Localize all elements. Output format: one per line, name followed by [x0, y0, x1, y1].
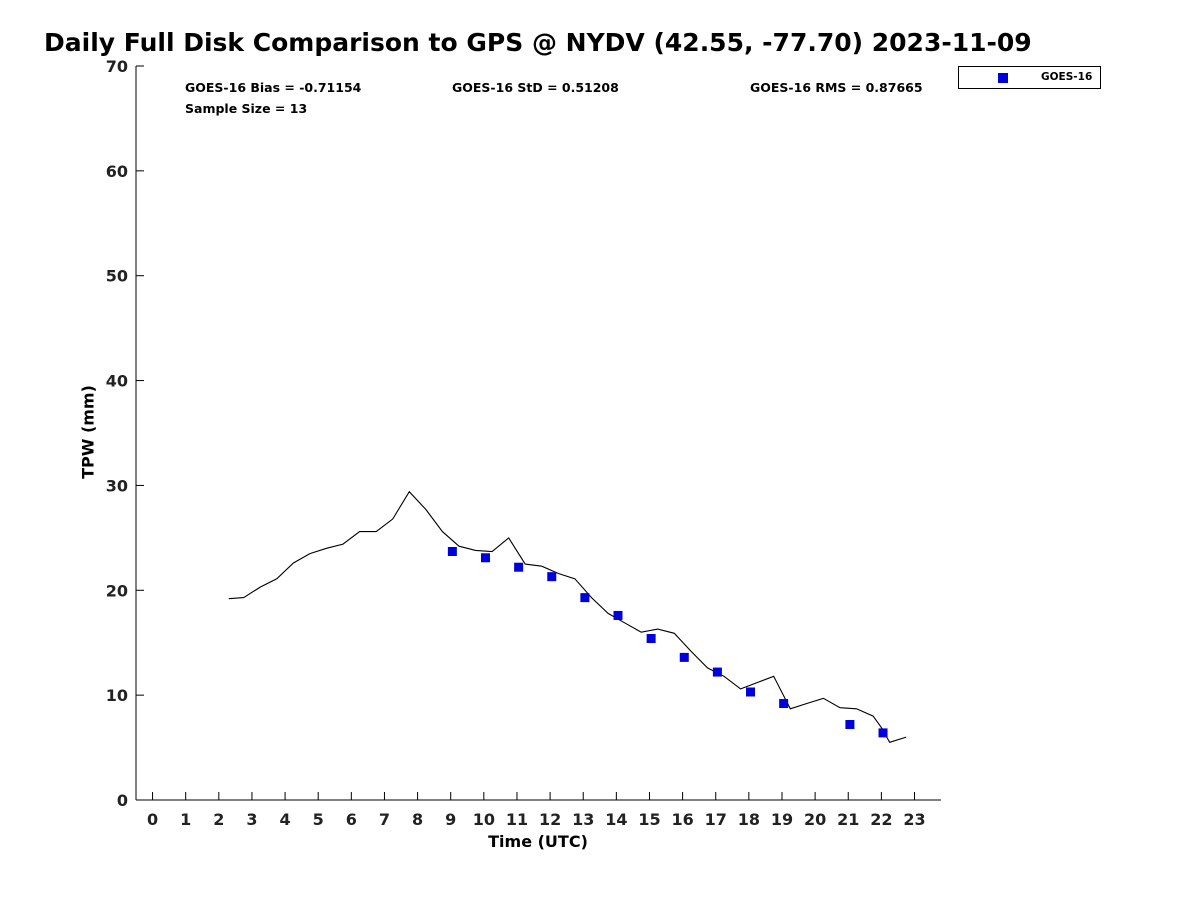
y-tick-label: 60 — [106, 162, 128, 181]
legend-label: GOES-16 — [1041, 71, 1093, 83]
y-tick-label: 70 — [106, 57, 128, 76]
goes16-data-point — [580, 593, 590, 603]
bias-stat: GOES-16 Bias = -0.71154 — [185, 80, 362, 95]
y-tick-label: 20 — [106, 581, 128, 600]
x-tick-label: 8 — [412, 810, 423, 829]
goes16-data-point — [712, 667, 722, 677]
x-tick-label: 19 — [771, 810, 793, 829]
y-axis-label: TPW (mm) — [78, 385, 98, 479]
x-tick-label: 22 — [870, 810, 892, 829]
goes16-data-point — [547, 572, 557, 582]
x-tick-label: 17 — [705, 810, 727, 829]
x-axis-label: Time (UTC) — [488, 832, 588, 851]
x-tick-label: 23 — [903, 810, 925, 829]
x-tick-label: 5 — [313, 810, 324, 829]
goes16-data-point — [480, 553, 490, 563]
y-tick-label: 40 — [106, 372, 128, 391]
legend-marker-icon — [998, 73, 1008, 83]
x-tick-label: 4 — [280, 810, 291, 829]
goes16-data-point — [679, 652, 689, 662]
x-tick-label: 14 — [605, 810, 627, 829]
x-tick-label: 20 — [804, 810, 826, 829]
x-tick-label: 9 — [445, 810, 456, 829]
x-tick-label: 15 — [638, 810, 660, 829]
std-stat: GOES-16 StD = 0.51208 — [452, 80, 619, 95]
goes16-data-point — [613, 610, 623, 620]
x-tick-label: 2 — [213, 810, 224, 829]
goes16-data-point — [447, 546, 457, 556]
goes16-data-point — [878, 728, 888, 738]
x-tick-label: 16 — [671, 810, 693, 829]
x-tick-label: 3 — [246, 810, 257, 829]
y-tick-label: 0 — [117, 791, 128, 810]
gps-tpw-line — [228, 490, 907, 743]
goes16-data-point — [845, 720, 855, 730]
x-tick-label: 18 — [738, 810, 760, 829]
x-tick-label: 12 — [539, 810, 561, 829]
x-tick-label: 7 — [379, 810, 390, 829]
goes16-data-point — [646, 634, 656, 644]
x-tick-label: 11 — [506, 810, 528, 829]
rms-stat: GOES-16 RMS = 0.87665 — [750, 80, 923, 95]
goes16-data-point — [514, 562, 524, 572]
y-tick-label: 30 — [106, 476, 128, 495]
y-tick-label: 50 — [106, 267, 128, 286]
legend: GOES-16 — [958, 66, 1101, 89]
goes16-data-point — [746, 687, 756, 697]
x-tick-label: 6 — [346, 810, 357, 829]
goes16-data-point — [779, 699, 789, 709]
x-tick-label: 13 — [572, 810, 594, 829]
x-tick-label: 10 — [473, 810, 495, 829]
x-tick-label: 0 — [147, 810, 158, 829]
x-tick-label: 21 — [837, 810, 859, 829]
x-tick-label: 1 — [180, 810, 191, 829]
y-tick-label: 10 — [106, 686, 128, 705]
page-title: Daily Full Disk Comparison to GPS @ NYDV… — [44, 28, 1032, 57]
sample-size-stat: Sample Size = 13 — [185, 101, 308, 116]
